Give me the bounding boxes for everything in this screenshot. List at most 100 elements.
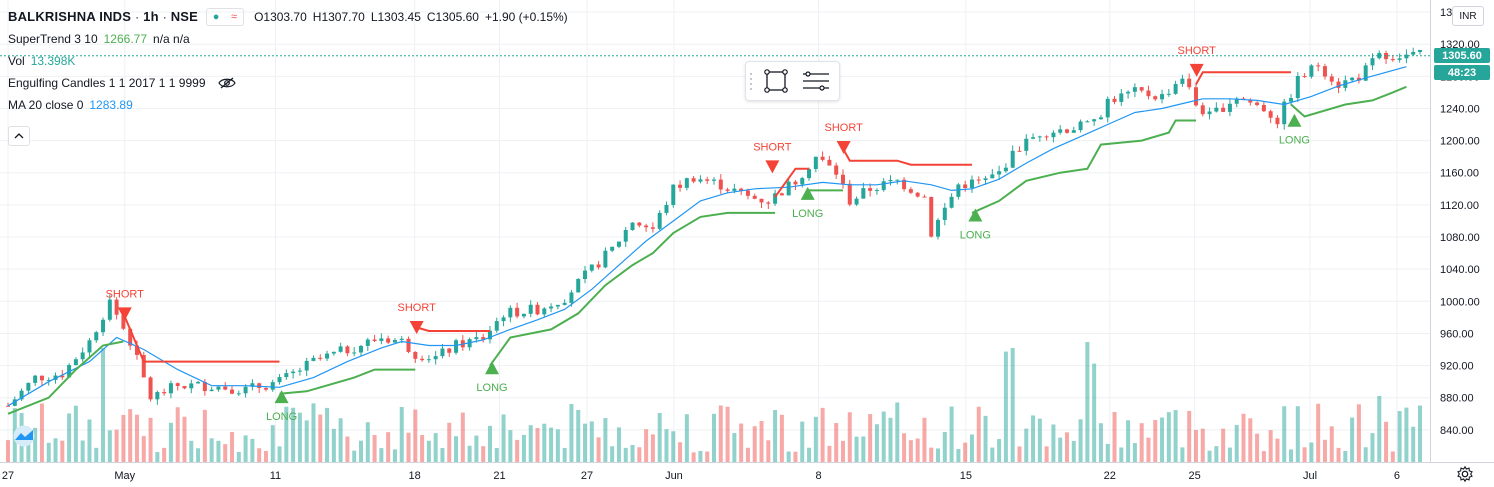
short-signal-arrow [117, 307, 132, 321]
volume-bar [630, 444, 635, 462]
volume-bar [196, 448, 201, 462]
candle-body [1418, 49, 1422, 52]
volume-bar [562, 447, 567, 462]
drag-handle-icon[interactable] [746, 62, 756, 100]
volume-bar [576, 409, 581, 462]
candle-body [494, 321, 499, 331]
volume-bar [793, 451, 798, 462]
candle-body [134, 345, 139, 355]
volume-bar [1221, 428, 1226, 462]
price-tick-label: 1240.00 [1440, 103, 1480, 115]
candle-body [1180, 78, 1185, 84]
volume-bar [1282, 406, 1287, 462]
volume-bar [1193, 429, 1198, 462]
candle-body [1289, 98, 1294, 102]
candle-body [379, 338, 384, 342]
candle-body [277, 377, 282, 383]
candle-body [1227, 103, 1232, 112]
candle-body [1282, 101, 1287, 125]
candle-body [1214, 107, 1219, 112]
candle-body [1065, 129, 1069, 133]
volume-bar [1071, 440, 1076, 462]
volume-bar [277, 446, 282, 462]
volume-bar [230, 432, 235, 462]
volume-bar [1200, 428, 1205, 462]
time-axis[interactable]: 27 May 11 18 21 27 Jun 8 15 22 25 Jul 6 [2, 470, 1400, 482]
rectangle-draw-icon [764, 69, 788, 93]
price-tick-label: 1200.00 [1440, 136, 1480, 148]
volume-bar [1336, 447, 1341, 462]
candle-body [936, 219, 941, 237]
volume-bar [990, 447, 995, 462]
candle-body [1071, 130, 1076, 133]
volume-bar [325, 407, 330, 462]
volume-bar [983, 415, 988, 462]
volume-bar [603, 418, 608, 462]
candle-body [895, 179, 900, 181]
volume-bar [1248, 418, 1253, 462]
time-tick-label: 15 [960, 470, 972, 482]
rectangle-tool-button[interactable] [756, 62, 796, 100]
volume-bar [501, 414, 506, 462]
candle-body [929, 196, 934, 237]
volume-bar [392, 449, 397, 462]
candle-body [515, 307, 520, 317]
candle-body [318, 357, 323, 359]
volume-bar [664, 429, 669, 462]
volume-bar [94, 447, 99, 462]
volume-bar [1384, 421, 1389, 462]
candle-body [250, 383, 255, 387]
candle-body [881, 181, 886, 191]
chevron-up-icon [14, 133, 24, 139]
candle-body [1085, 121, 1090, 123]
indicator-engulfing[interactable]: Engulfing Candles 1 1 2017 1 1 9999 [8, 72, 574, 94]
data-delay-icon[interactable]: ≈ [231, 11, 238, 23]
candle-body [542, 308, 547, 315]
gear-icon[interactable] [1455, 465, 1475, 483]
volume-bar [114, 429, 119, 462]
candle-body [182, 386, 187, 389]
indicator-volume[interactable]: Vol 13.398K [8, 50, 574, 72]
candle-body [535, 304, 540, 315]
volume-bar [868, 414, 873, 462]
volume-bar [1010, 348, 1015, 462]
market-status-icon[interactable]: ● [212, 11, 220, 23]
volume-bar [847, 412, 852, 462]
supertrend-up-segment [279, 368, 416, 395]
candle-body [345, 346, 350, 354]
volume-bar [175, 407, 180, 462]
supertrend-down-segment [122, 313, 280, 363]
long-signal-label: LONG [266, 411, 297, 423]
floating-drawing-toolbar[interactable] [745, 61, 840, 101]
volume-bar [1363, 447, 1368, 462]
candle-body [766, 202, 771, 204]
candle-body [868, 188, 873, 191]
last-price-label: 1305.60 [1434, 48, 1490, 64]
candle-body [6, 405, 10, 407]
eye-crossed-icon[interactable] [217, 77, 236, 89]
collapse-legend-button[interactable] [8, 126, 30, 146]
candle-body [1078, 121, 1083, 131]
candle-body [1166, 93, 1171, 95]
indicator-supertrend[interactable]: SuperTrend 3 10 1266.77 n/a n/a [8, 28, 574, 50]
bar-countdown-label: 48:23 [1434, 65, 1490, 81]
volume-bar [46, 442, 51, 462]
currency-badge[interactable]: INR [1452, 6, 1484, 26]
tradingview-logo-icon[interactable] [11, 425, 37, 447]
interval-label[interactable]: 1h [143, 9, 159, 24]
volume-bar [929, 447, 934, 462]
candle-body [372, 339, 377, 342]
volume-bar [745, 447, 750, 462]
close-value: C1305.60 [426, 10, 479, 24]
candle-body [603, 250, 608, 268]
symbol-name[interactable]: BALKRISHNA INDS [8, 9, 132, 24]
indicator-ma[interactable]: MA 20 close 0 1283.89 [8, 94, 574, 116]
volume-bar [1017, 446, 1022, 462]
volume-bar [542, 423, 547, 462]
settings-tool-button[interactable] [796, 62, 836, 100]
candle-body [508, 307, 513, 318]
candle-body [399, 338, 404, 341]
volume-bar [433, 433, 438, 462]
candle-body [1146, 90, 1151, 97]
